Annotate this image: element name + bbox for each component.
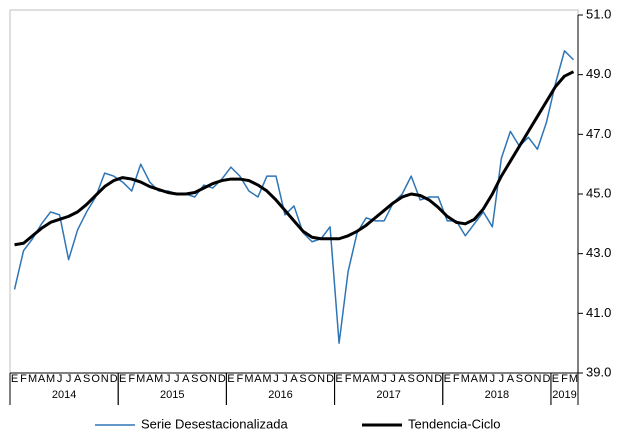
x-tick-label: A [74,373,82,385]
x-tick-label: S [408,373,415,385]
x-tick-label: F [453,373,460,385]
y-tick-label: 45.0 [586,185,611,200]
x-tick-label: A [471,373,479,385]
x-tick-label: A [362,373,370,385]
x-tick-label: M [154,373,163,385]
y-tick-label: 49.0 [586,66,611,81]
x-tick-label: J [390,373,396,385]
series-line [14,70,575,247]
x-tick-label: S [299,373,306,385]
x-tick-label: N [425,373,433,385]
x-tick-label: M [479,373,488,385]
x-tick-label: E [335,373,342,385]
x-tick-label: J [490,373,496,385]
x-tick-label: F [20,373,27,385]
x-tick-label: J [273,373,279,385]
x-tick-label: O [308,373,317,385]
x-tick-label: M [569,373,578,385]
x-tick-label: S [191,373,198,385]
x-tick-label: M [262,373,271,385]
x-tick-label: M [136,373,145,385]
x-tick-label: S [83,373,90,385]
x-tick-label: D [110,373,118,385]
x-tick-label: J [282,373,288,385]
year-label: 2019 [552,389,576,401]
x-tick-label: N [317,373,325,385]
x-tick-label: M [28,373,37,385]
x-tick-label: E [444,373,451,385]
x-tick-label: M [353,373,362,385]
x-tick-label: D [218,373,226,385]
y-tick-label: 39.0 [586,364,611,379]
x-tick-label: F [237,373,244,385]
year-label: 2015 [160,389,184,401]
x-tick-label: S [516,373,523,385]
legend-label: Tendencia-Ciclo [408,416,501,431]
x-tick-label: E [227,373,234,385]
x-tick-label: N [101,373,109,385]
year-label: 2014 [52,389,76,401]
x-tick-label: D [326,373,334,385]
x-tick-label: A [38,373,46,385]
y-tick-label: 43.0 [586,245,611,260]
x-tick-label: A [254,373,262,385]
year-label: 2016 [268,389,292,401]
y-tick-label: 47.0 [586,126,611,141]
x-tick-label: E [11,373,18,385]
x-tick-label: D [434,373,442,385]
x-tick-label: O [200,373,209,385]
x-tick-label: E [552,373,559,385]
x-tick-label: A [182,373,190,385]
x-tick-label: F [345,373,352,385]
x-tick-label: M [244,373,253,385]
x-tick-label: A [507,373,515,385]
year-label: 2018 [485,389,509,401]
x-tick-label: M [461,373,470,385]
x-tick-label: A [399,373,407,385]
x-tick-label: M [371,373,380,385]
x-tick-label: O [524,373,533,385]
x-tick-label: J [381,373,387,385]
x-tick-label: A [290,373,298,385]
x-tick-label: D [542,373,550,385]
x-tick-label: J [66,373,72,385]
x-tick-label: O [91,373,100,385]
x-tick-label: N [533,373,541,385]
year-label: 2017 [376,389,400,401]
x-tick-label: F [128,373,135,385]
x-tick-label: M [46,373,55,385]
x-tick-label: N [209,373,217,385]
x-tick-label: J [165,373,171,385]
x-tick-label: F [561,373,568,385]
y-tick-label: 51.0 [586,6,611,21]
x-tick-label: J [57,373,63,385]
x-tick-label: J [174,373,180,385]
legend-label: Serie Desestacionalizada [141,416,288,431]
x-tick-label: J [499,373,505,385]
series-line [13,50,575,344]
x-tick-label: O [416,373,425,385]
x-tick-label: A [146,373,154,385]
y-tick-label: 41.0 [586,305,611,320]
x-tick-label: E [119,373,126,385]
